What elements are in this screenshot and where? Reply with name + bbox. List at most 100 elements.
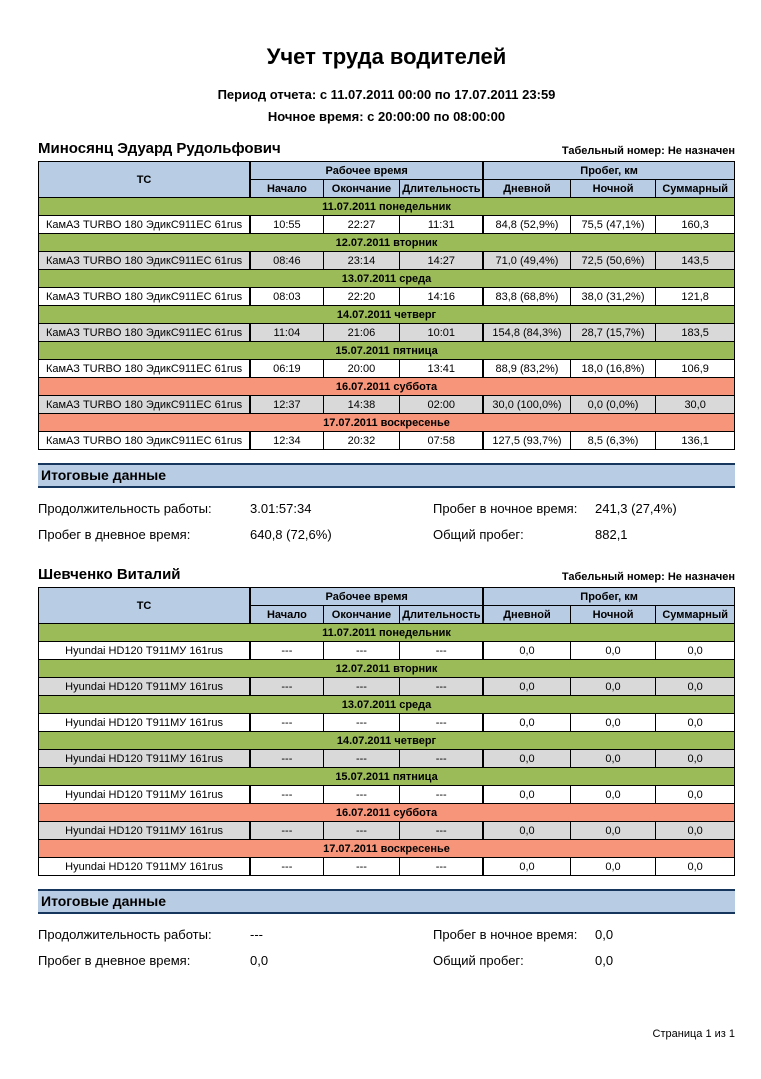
value-cell: 143,5 [655, 251, 735, 270]
driver-name: Шевченко Виталий [38, 566, 181, 583]
day-date-label: 11.07.2011 понедельник [38, 197, 735, 216]
value-cell: 83,8 (68,8%) [482, 287, 571, 306]
value-cell: 88,9 (83,2%) [482, 359, 571, 378]
value-cell: --- [249, 713, 324, 732]
day-header-row: 17.07.2011 воскресенье [38, 413, 735, 432]
vehicle-cell: КамАЗ TURBO 180 ЭдикС911ЕС 61rus [38, 395, 251, 414]
vehicle-cell: КамАЗ TURBO 180 ЭдикС911ЕС 61rus [38, 323, 251, 342]
day-date-label: 12.07.2011 вторник [38, 659, 735, 678]
vehicle-cell: Hyundai HD120 Т911МУ 161rus [38, 785, 251, 804]
day-header-row: 16.07.2011 суббота [38, 803, 735, 822]
value-cell: 0,0 [569, 677, 657, 696]
value-cell: 0,0 [569, 641, 657, 660]
report-period: Период отчета: с 11.07.2011 00:00 по 17.… [217, 87, 556, 102]
table-row: Hyundai HD120 Т911МУ 161rus --- --- --- 0,0 0… [38, 821, 735, 840]
col-group-work-time: Рабочее время [249, 161, 484, 180]
col-header-duration: Длительность [399, 605, 484, 624]
vehicle-cell: Hyundai HD120 Т911МУ 161rus [38, 821, 251, 840]
day-header-row: 15.07.2011 пятница [38, 767, 735, 786]
night-mileage-value: 0,0 [595, 927, 614, 942]
value-cell: --- [399, 641, 484, 660]
value-cell: 12:34 [249, 431, 324, 450]
day-date-label: 17.07.2011 воскресенье [38, 413, 735, 432]
vehicle-cell: КамАЗ TURBO 180 ЭдикС911ЕС 61rus [38, 251, 251, 270]
duration-value: --- [250, 927, 263, 942]
value-cell: 0,0 [482, 641, 571, 660]
total-mileage-label: Общий пробег: [433, 953, 524, 968]
day-mileage-label: Пробег в дневное время: [38, 953, 191, 968]
duration-label: Продолжительность работы: [38, 927, 212, 942]
value-cell: --- [399, 785, 484, 804]
value-cell: --- [249, 857, 324, 876]
col-header-total-km: Суммарный [655, 179, 735, 198]
day-header-row: 13.07.2011 среда [38, 695, 735, 714]
value-cell: 160,3 [655, 215, 735, 234]
value-cell: --- [322, 677, 401, 696]
duration-value: 3.01:57:34 [250, 501, 312, 516]
totals-summary: Продолжительность работы: 3.01:57:34 Про… [38, 501, 735, 542]
day-date-label: 11.07.2011 понедельник [38, 623, 735, 642]
value-cell: 127,5 (93,7%) [482, 431, 571, 450]
value-cell: 38,0 (31,2%) [569, 287, 657, 306]
value-cell: 23:14 [322, 251, 401, 270]
totals-header: Итоговые данные [38, 889, 735, 914]
value-cell: 22:27 [322, 215, 401, 234]
vehicle-cell: Hyundai HD120 Т911МУ 161rus [38, 677, 251, 696]
value-cell: 72,5 (50,6%) [569, 251, 657, 270]
value-cell: 0,0 [482, 785, 571, 804]
value-cell: 14:27 [399, 251, 484, 270]
table-row: Hyundai HD120 Т911МУ 161rus --- --- --- 0,0 0… [38, 785, 735, 804]
col-header-vehicle: ТС [38, 587, 251, 624]
day-date-label: 13.07.2011 среда [38, 695, 735, 714]
value-cell: 10:01 [399, 323, 484, 342]
col-group-mileage: Пробег, км [482, 587, 736, 606]
night-mileage-value: 241,3 (27,4%) [595, 501, 677, 516]
day-header-row: 12.07.2011 вторник [38, 233, 735, 252]
col-header-start: Начало [249, 605, 324, 624]
value-cell: 0,0 [569, 749, 657, 768]
day-header-row: 13.07.2011 среда [38, 269, 735, 288]
totals-summary: Продолжительность работы: --- Пробег в н… [38, 927, 735, 968]
day-date-label: 12.07.2011 вторник [38, 233, 735, 252]
value-cell: 20:00 [322, 359, 401, 378]
value-cell: --- [249, 785, 324, 804]
day-mileage-value: 640,8 (72,6%) [250, 527, 332, 542]
value-cell: 11:04 [249, 323, 324, 342]
value-cell: 0,0 [655, 821, 735, 840]
value-cell: --- [322, 821, 401, 840]
col-header-vehicle: ТС [38, 161, 251, 198]
value-cell: --- [322, 713, 401, 732]
vehicle-cell: Hyundai HD120 Т911МУ 161rus [38, 749, 251, 768]
total-mileage-value: 882,1 [595, 527, 628, 542]
value-cell: 183,5 [655, 323, 735, 342]
value-cell: 0,0 [655, 641, 735, 660]
day-header-row: 17.07.2011 воскресенье [38, 839, 735, 858]
value-cell: 10:55 [249, 215, 324, 234]
value-cell: 11:31 [399, 215, 484, 234]
value-cell: --- [249, 677, 324, 696]
value-cell: --- [399, 857, 484, 876]
value-cell: 14:16 [399, 287, 484, 306]
value-cell: 8,5 (6,3%) [569, 431, 657, 450]
table-row: Hyundai HD120 Т911МУ 161rus --- --- --- 0,0 0… [38, 677, 735, 696]
value-cell: --- [249, 641, 324, 660]
day-date-label: 15.07.2011 пятница [38, 341, 735, 360]
value-cell: 136,1 [655, 431, 735, 450]
col-group-work-time: Рабочее время [249, 587, 484, 606]
day-header-row: 16.07.2011 суббота [38, 377, 735, 396]
col-header-day-km: Дневной [482, 605, 571, 624]
value-cell: 08:46 [249, 251, 324, 270]
value-cell: --- [249, 821, 324, 840]
report-title: Учет труда водителей [266, 44, 507, 69]
vehicle-cell: Hyundai HD120 Т911МУ 161rus [38, 713, 251, 732]
value-cell: --- [322, 641, 401, 660]
day-date-label: 16.07.2011 суббота [38, 377, 735, 396]
page-number: Страница 1 из 1 [652, 1028, 735, 1040]
driver-section-2: Шевченко Виталий Табельный номер: Не наз… [38, 566, 736, 968]
day-header-row: 12.07.2011 вторник [38, 659, 735, 678]
day-header-row: 14.07.2011 четверг [38, 731, 735, 750]
value-cell: 121,8 [655, 287, 735, 306]
col-header-total-km: Суммарный [655, 605, 735, 624]
table-row: Hyundai HD120 Т911МУ 161rus --- --- --- 0,0 0… [38, 713, 735, 732]
